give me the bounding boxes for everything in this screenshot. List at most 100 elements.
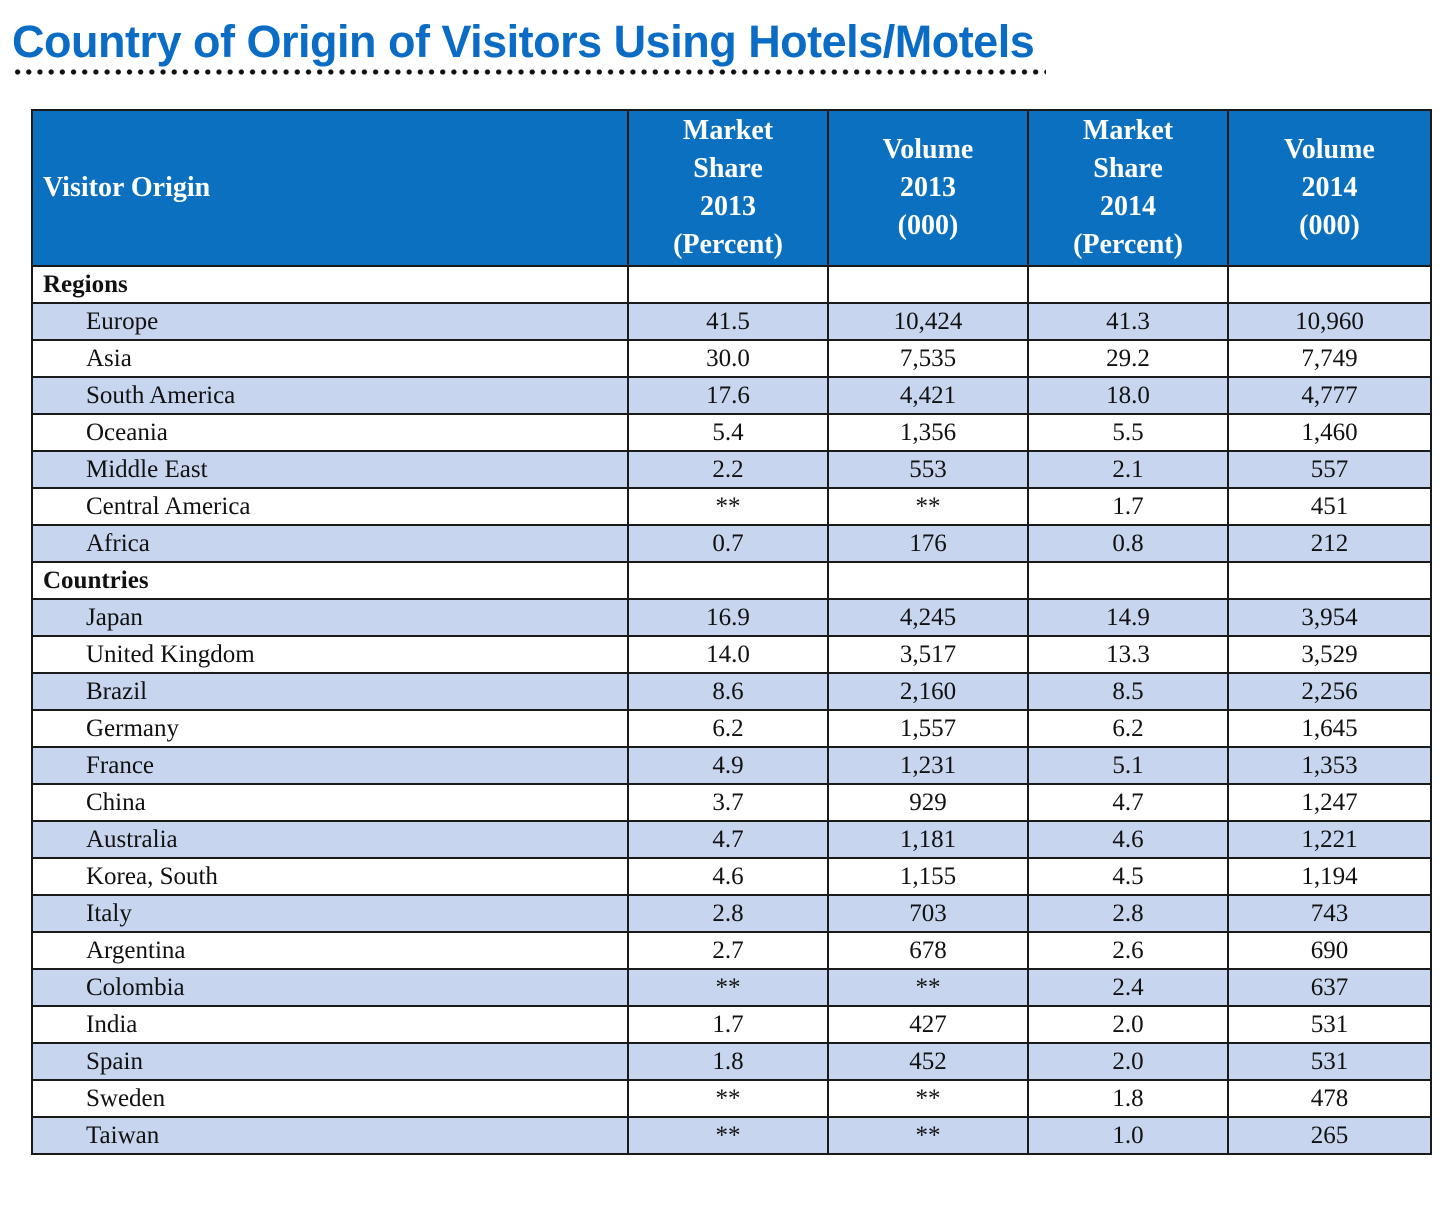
volume-2014-cell: 637 — [1227, 968, 1432, 1007]
origin-name: Germany — [31, 709, 629, 748]
origin-name: Colombia — [31, 968, 629, 1007]
volume-2014-cell: 1,221 — [1227, 820, 1432, 859]
table-row: Sweden ** ** 1.8 478 — [31, 1079, 1432, 1118]
market-share-2014-cell: 6.2 — [1027, 709, 1229, 748]
origin-name: Japan — [31, 598, 629, 637]
market-share-2013-cell: 1.8 — [627, 1042, 829, 1081]
market-share-2014-cell: 5.5 — [1027, 413, 1229, 452]
origin-name: Taiwan — [31, 1116, 629, 1155]
origin-name: South America — [31, 376, 629, 415]
market-share-2013-cell: ** — [627, 1079, 829, 1118]
volume-2014-cell: 531 — [1227, 1042, 1432, 1081]
volume-2014-cell: 2,256 — [1227, 672, 1432, 711]
market-share-2013-cell: 4.6 — [627, 857, 829, 896]
market-share-2014-cell: 2.6 — [1027, 931, 1229, 970]
header-volume-2014: Volume 2014 (000) — [1227, 109, 1432, 267]
table-row: Brazil 8.6 2,160 8.5 2,256 — [31, 672, 1432, 711]
empty-cell — [627, 561, 829, 600]
volume-2014-cell: 478 — [1227, 1079, 1432, 1118]
table-body: Regions Europe 41.5 10,424 41.3 10,960 Asia 30.… — [31, 265, 1432, 1155]
volume-2014-cell: 743 — [1227, 894, 1432, 933]
market-share-2014-cell: 13.3 — [1027, 635, 1229, 674]
section-row: Countries — [31, 561, 1432, 600]
table-row: France 4.9 1,231 5.1 1,353 — [31, 746, 1432, 785]
header-market-share-2013: Market Share 2013 (Percent) — [627, 109, 829, 267]
origin-name: Sweden — [31, 1079, 629, 1118]
table-row: Middle East 2.2 553 2.1 557 — [31, 450, 1432, 489]
header-market-share-2014: Market Share 2014 (Percent) — [1027, 109, 1229, 267]
origin-name: India — [31, 1005, 629, 1044]
market-share-2014-cell: 1.8 — [1027, 1079, 1229, 1118]
page-title: Country of Origin of Visitors Using Hote… — [12, 16, 1035, 67]
header-line: 2013 — [700, 191, 756, 222]
table-row: China 3.7 929 4.7 1,247 — [31, 783, 1432, 822]
header-line: Visitor Origin — [43, 172, 211, 203]
volume-2013-cell: 3,517 — [827, 635, 1029, 674]
volume-2014-cell: 3,954 — [1227, 598, 1432, 637]
table-row: Europe 41.5 10,424 41.3 10,960 — [31, 302, 1432, 341]
market-share-2013-cell: 2.7 — [627, 931, 829, 970]
volume-2013-cell: 4,245 — [827, 598, 1029, 637]
market-share-2013-cell: ** — [627, 1116, 829, 1155]
volume-2013-cell: 1,557 — [827, 709, 1029, 748]
table-row: Japan 16.9 4,245 14.9 3,954 — [31, 598, 1432, 637]
empty-cell — [827, 561, 1029, 600]
volume-2013-cell: 1,356 — [827, 413, 1029, 452]
market-share-2014-cell: 0.8 — [1027, 524, 1229, 563]
origin-name: China — [31, 783, 629, 822]
volume-2013-cell: ** — [827, 968, 1029, 1007]
market-share-2013-cell: 0.7 — [627, 524, 829, 563]
market-share-2014-cell: 2.0 — [1027, 1042, 1229, 1081]
table-row: Germany 6.2 1,557 6.2 1,645 — [31, 709, 1432, 748]
volume-2014-cell: 7,749 — [1227, 339, 1432, 378]
volume-2013-cell: 553 — [827, 450, 1029, 489]
volume-2013-cell: ** — [827, 487, 1029, 526]
volume-2014-cell: 1,194 — [1227, 857, 1432, 896]
header-line: 2013 — [900, 172, 956, 203]
market-share-2014-cell: 41.3 — [1027, 302, 1229, 341]
market-share-2013-cell: 4.9 — [627, 746, 829, 785]
origin-name: Africa — [31, 524, 629, 563]
volume-2014-cell: 690 — [1227, 931, 1432, 970]
volume-2013-cell: 2,160 — [827, 672, 1029, 711]
origin-name: Spain — [31, 1042, 629, 1081]
table-row: Korea, South 4.6 1,155 4.5 1,194 — [31, 857, 1432, 896]
table-row: Taiwan ** ** 1.0 265 — [31, 1116, 1432, 1155]
section-label: Countries — [31, 561, 629, 600]
empty-cell — [1227, 561, 1432, 600]
table-row: Spain 1.8 452 2.0 531 — [31, 1042, 1432, 1081]
market-share-2014-cell: 4.5 — [1027, 857, 1229, 896]
volume-2013-cell: 7,535 — [827, 339, 1029, 378]
header-line: Volume — [1284, 134, 1375, 165]
empty-cell — [827, 265, 1029, 304]
market-share-2013-cell: 8.6 — [627, 672, 829, 711]
header-row: Visitor Origin Market Share 2013 (Percen… — [31, 109, 1432, 267]
volume-2013-cell: ** — [827, 1116, 1029, 1155]
table-row: Oceania 5.4 1,356 5.5 1,460 — [31, 413, 1432, 452]
header-line: (000) — [897, 210, 959, 241]
origin-name: Europe — [31, 302, 629, 341]
volume-2013-cell: 452 — [827, 1042, 1029, 1081]
volume-2013-cell: 678 — [827, 931, 1029, 970]
market-share-2014-cell: 8.5 — [1027, 672, 1229, 711]
volume-2013-cell: 4,421 — [827, 376, 1029, 415]
volume-2014-cell: 557 — [1227, 450, 1432, 489]
table-row: Australia 4.7 1,181 4.6 1,221 — [31, 820, 1432, 859]
volume-2014-cell: 451 — [1227, 487, 1432, 526]
volume-2013-cell: 929 — [827, 783, 1029, 822]
market-share-2014-cell: 29.2 — [1027, 339, 1229, 378]
market-share-2013-cell: 16.9 — [627, 598, 829, 637]
market-share-2013-cell: 30.0 — [627, 339, 829, 378]
table-row: Colombia ** ** 2.4 637 — [31, 968, 1432, 1007]
market-share-2013-cell: 2.2 — [627, 450, 829, 489]
origin-name: Korea, South — [31, 857, 629, 896]
market-share-2014-cell: 4.7 — [1027, 783, 1229, 822]
origin-name: Asia — [31, 339, 629, 378]
market-share-2014-cell: 2.0 — [1027, 1005, 1229, 1044]
table-row: Italy 2.8 703 2.8 743 — [31, 894, 1432, 933]
market-share-2013-cell: 6.2 — [627, 709, 829, 748]
market-share-2014-cell: 5.1 — [1027, 746, 1229, 785]
header-line: 2014 — [1301, 172, 1358, 203]
section-label: Regions — [31, 265, 629, 304]
volume-2014-cell: 3,529 — [1227, 635, 1432, 674]
